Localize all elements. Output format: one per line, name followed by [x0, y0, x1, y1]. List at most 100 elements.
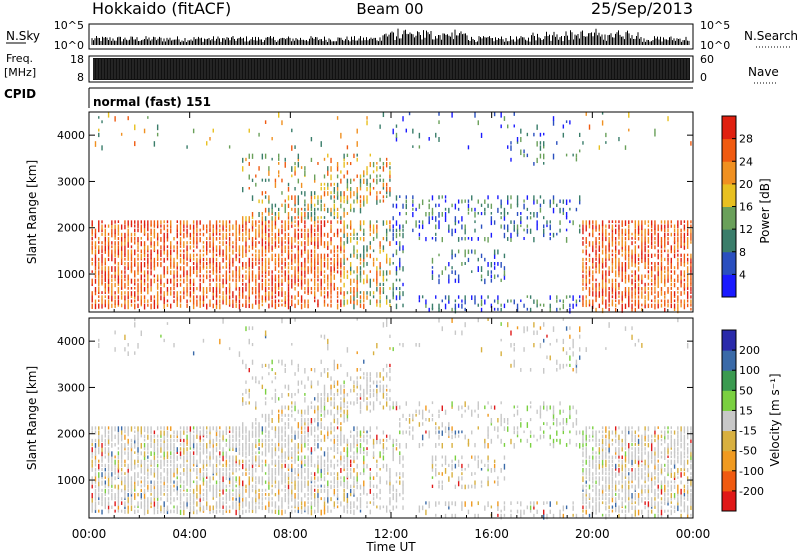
power-cell	[114, 278, 116, 282]
velocity-cell	[225, 468, 228, 472]
power-cell	[91, 257, 93, 261]
power-cell	[356, 266, 358, 271]
power-cell	[428, 220, 430, 225]
power-cell	[274, 216, 277, 222]
power-cell	[611, 241, 614, 247]
velocity-cell	[147, 447, 149, 451]
velocity-cell	[98, 434, 100, 440]
power-cell	[242, 295, 244, 299]
power-cell	[176, 299, 178, 306]
power-cell	[582, 282, 584, 286]
power-cell	[134, 303, 136, 310]
power-cell	[500, 262, 502, 268]
velocity-cell	[232, 488, 234, 492]
power-cell	[330, 295, 332, 299]
velocity-cell	[274, 376, 277, 380]
power-cell	[114, 116, 116, 122]
power-cell	[477, 212, 479, 215]
velocity-cell	[156, 447, 159, 453]
power-cell	[202, 262, 205, 268]
power-cell	[588, 299, 591, 305]
velocity-cell	[271, 447, 273, 452]
power-cell	[595, 299, 597, 303]
power-cell	[464, 237, 466, 241]
power-cell	[297, 249, 300, 254]
power-cell	[212, 249, 214, 254]
velocity-cell	[228, 509, 231, 514]
velocity-cell	[212, 451, 214, 456]
velocity-cell	[219, 501, 221, 506]
power-cell	[242, 282, 244, 286]
power-cell	[199, 282, 201, 289]
power-cell	[189, 237, 192, 240]
power-cell	[664, 245, 666, 249]
power-cell	[323, 303, 326, 307]
velocity-cell	[274, 372, 277, 375]
velocity-cell	[281, 405, 283, 410]
velocity-cell	[130, 497, 133, 502]
power-cell	[232, 299, 234, 304]
velocity-cell	[111, 455, 113, 460]
power-cell	[150, 237, 152, 242]
power-cell	[654, 291, 656, 294]
power-cell	[304, 166, 306, 171]
power-cell	[313, 228, 316, 233]
velocity-cell	[94, 451, 97, 456]
velocity-cell	[251, 468, 254, 473]
power-cell	[261, 262, 264, 267]
power-cell	[268, 291, 270, 297]
power-cell	[601, 112, 604, 115]
power-cell	[261, 253, 264, 257]
power-cell	[278, 228, 280, 233]
power-cell	[304, 207, 306, 212]
power-cell	[634, 282, 637, 289]
power-cell	[673, 245, 676, 251]
power-cell	[304, 216, 306, 220]
velocity-cell	[271, 426, 273, 431]
power-cell	[242, 216, 244, 221]
power-cell	[605, 291, 607, 297]
power-cell	[395, 203, 398, 209]
velocity-cell	[255, 509, 257, 514]
velocity-cell	[183, 468, 185, 472]
power-cell	[300, 182, 303, 188]
power-cell	[327, 295, 329, 299]
velocity-cell	[245, 468, 247, 472]
velocity-cell	[179, 463, 182, 469]
power-cell	[595, 241, 597, 246]
power-cell	[189, 266, 192, 271]
power-cell	[111, 228, 113, 235]
velocity-cell	[199, 497, 201, 502]
power-cell	[353, 207, 355, 213]
velocity-cell	[235, 509, 237, 516]
velocity-cell	[91, 509, 93, 513]
velocity-cell	[196, 468, 198, 474]
power-cell	[664, 241, 666, 247]
velocity-cell	[232, 459, 234, 465]
velocity-cell	[212, 488, 214, 493]
power-cell	[418, 220, 421, 223]
power-cell	[464, 262, 466, 265]
velocity-cell	[245, 388, 247, 394]
power-cell	[346, 178, 349, 184]
power-cell	[490, 270, 493, 274]
power-cell	[343, 228, 345, 234]
power-cell	[101, 291, 103, 295]
velocity-cell	[271, 476, 273, 481]
power-cell	[592, 241, 594, 246]
power-cell	[565, 216, 568, 220]
power-cell	[605, 237, 607, 242]
power-cell	[156, 220, 159, 226]
power-cell	[107, 237, 110, 243]
power-cell	[147, 220, 149, 226]
power-cell	[274, 278, 277, 282]
power-cell	[677, 241, 679, 247]
power-cell	[94, 249, 97, 255]
velocity-cell	[134, 318, 136, 322]
power-cell	[673, 291, 676, 296]
power-cell	[284, 220, 286, 225]
power-cell	[624, 241, 627, 246]
velocity-cell	[199, 488, 201, 495]
power-cell	[281, 249, 283, 254]
power-cell	[379, 174, 381, 178]
